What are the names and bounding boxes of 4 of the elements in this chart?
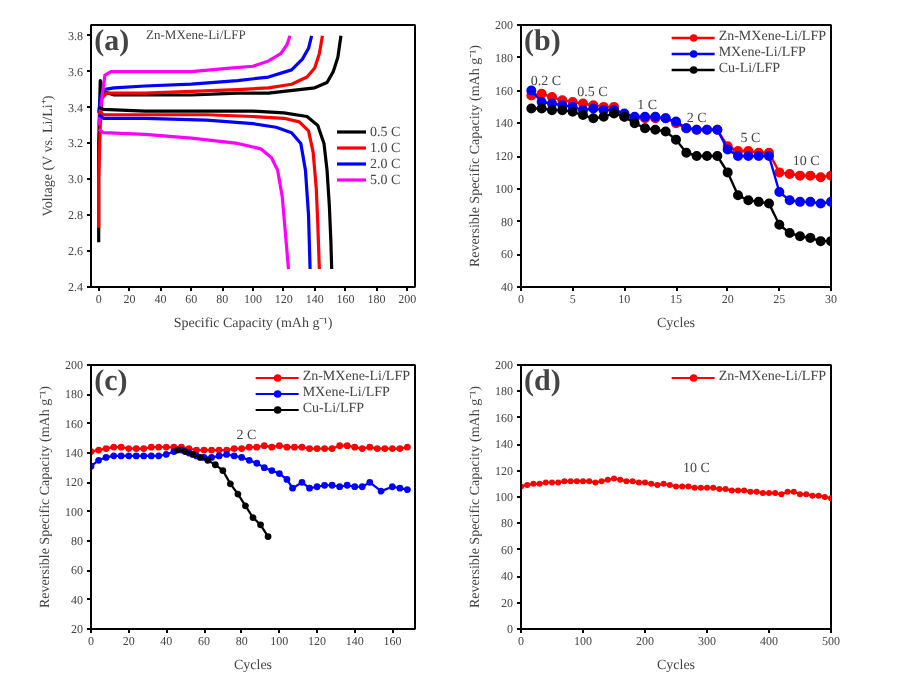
annotation: (b) [524, 26, 561, 59]
annotation: (d) [524, 366, 561, 399]
annotation: (a) [94, 26, 130, 59]
annotation: (c) [94, 366, 128, 399]
